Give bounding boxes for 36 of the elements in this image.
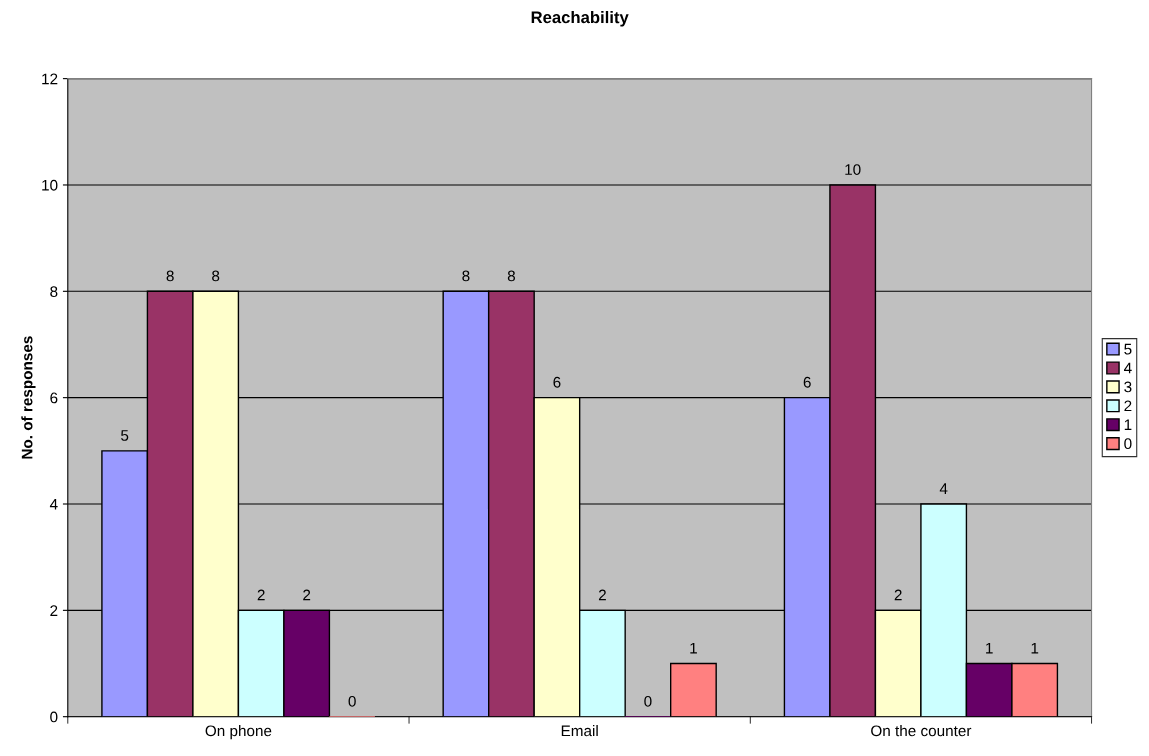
data-label: 1 [690,642,697,654]
legend-label: 2 [1124,400,1132,412]
data-label: 2 [303,589,311,601]
y-tick-label: 6 [50,392,58,404]
x-tick-label: On phone [205,725,272,740]
data-label: 6 [553,376,561,388]
data-label: 0 [644,695,652,707]
chart-title: Reachability [531,10,629,27]
data-label: 8 [507,270,515,282]
x-tick-label: Email [561,725,598,737]
x-tick-label: On the counter [871,725,972,737]
y-tick-label: 8 [50,286,58,297]
legend-label: 5 [1124,343,1132,355]
data-label: 8 [462,270,470,282]
data-label: 2 [598,589,606,601]
y-tick-label: 0 [50,711,58,723]
legend-label: 1 [1124,419,1132,431]
y-tick-label: 2 [50,605,58,616]
legend-label: 0 [1124,438,1132,450]
y-tick-label: 10 [42,179,58,191]
data-label: 1 [986,642,993,654]
data-label: 6 [803,376,811,388]
y-tick-label: 4 [49,499,58,510]
data-label: 4 [939,483,948,494]
data-label: 5 [121,430,129,441]
data-label: 2 [894,589,902,601]
legend-label: 3 [1124,381,1132,393]
data-label: 8 [212,270,220,282]
y-tick-label: 12 [42,73,58,85]
legend-label: 4 [1124,362,1132,374]
data-label: 10 [845,164,861,175]
data-label: 8 [166,270,174,282]
data-label: 0 [348,695,356,707]
data-label: 1 [1031,642,1039,654]
data-label: 2 [257,589,265,601]
y-axis-title: No. of responses [21,336,36,459]
